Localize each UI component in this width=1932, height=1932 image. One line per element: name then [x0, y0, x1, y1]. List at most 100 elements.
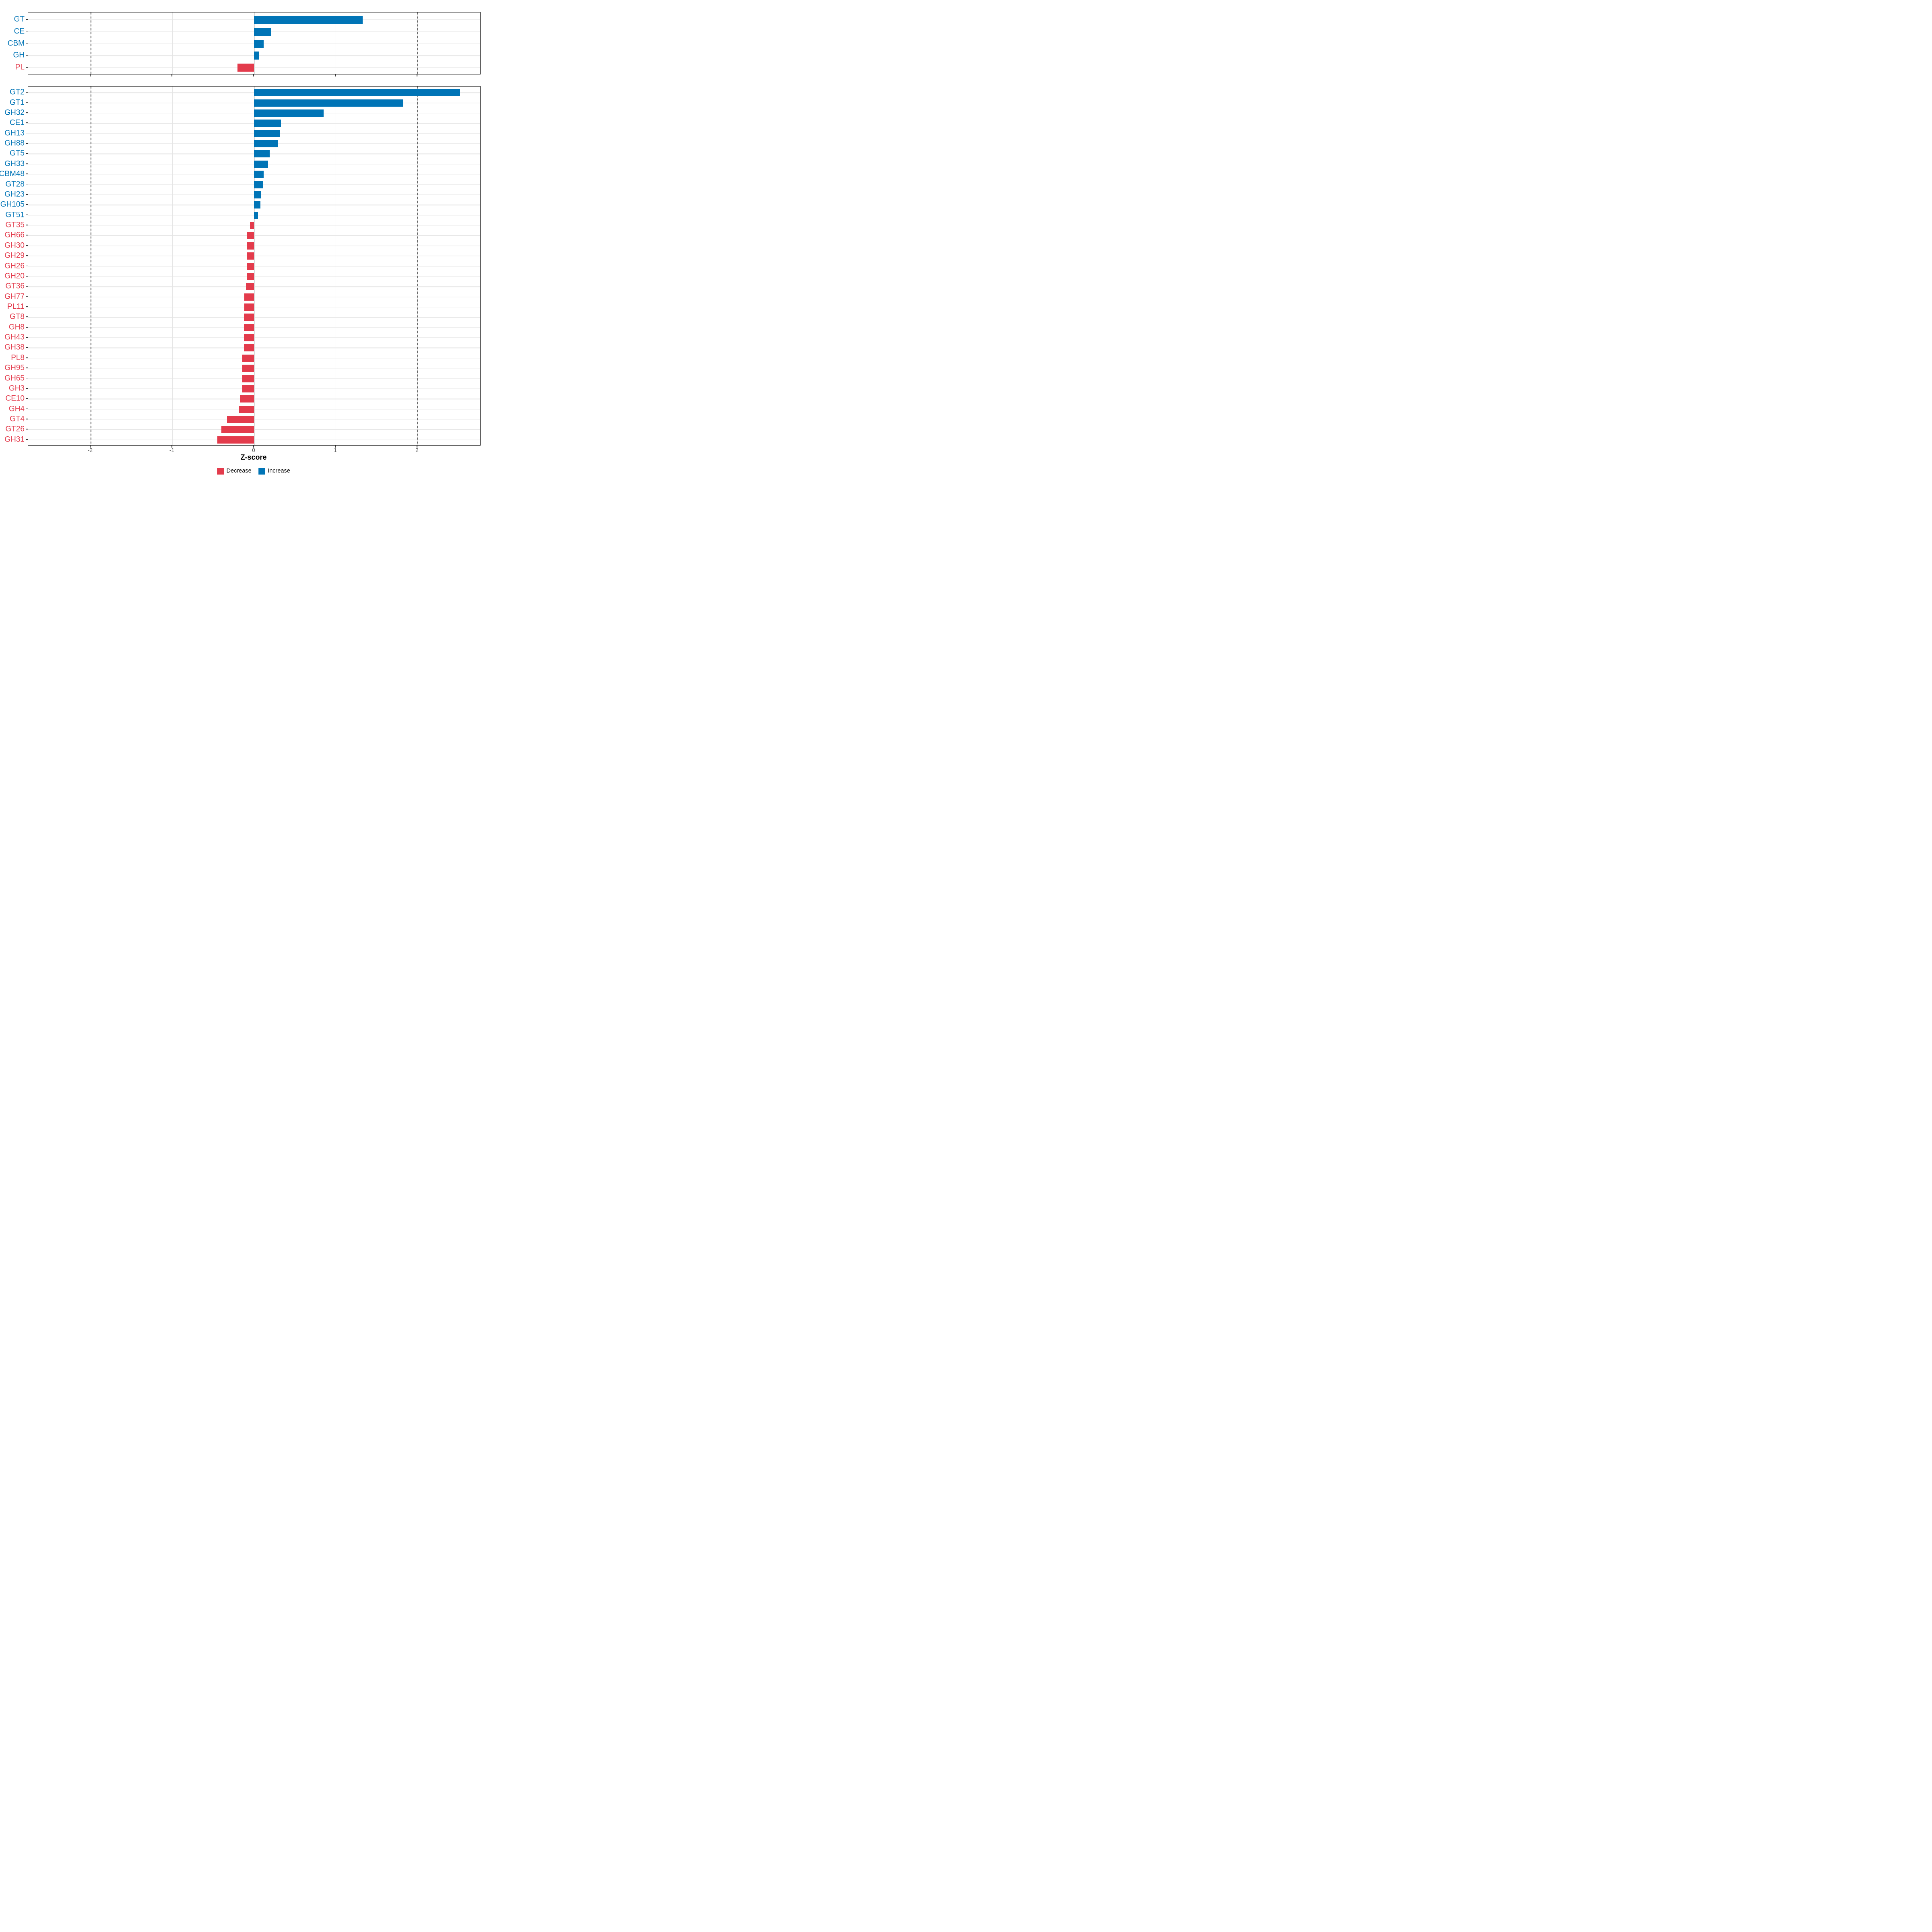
- category-label-gh43: GH43: [4, 333, 25, 342]
- y-tick: [26, 429, 28, 430]
- bar-gh38[interactable]: [244, 344, 254, 352]
- reference-line-dashed: [417, 87, 418, 445]
- bar-gt8[interactable]: [244, 314, 254, 321]
- bar-gh77[interactable]: [244, 293, 254, 301]
- category-label-gh13: GH13: [4, 129, 25, 138]
- y-tick: [26, 67, 28, 68]
- category-label-gt51: GT51: [5, 211, 25, 219]
- bar-gt36[interactable]: [246, 283, 254, 291]
- bar-gh26[interactable]: [247, 262, 254, 270]
- bar-gt4[interactable]: [227, 416, 254, 423]
- y-tick: [26, 367, 28, 369]
- bar-gh43[interactable]: [244, 334, 254, 342]
- bar-gh95[interactable]: [242, 365, 254, 372]
- y-tick: [26, 275, 28, 277]
- bar-gh30[interactable]: [247, 242, 254, 250]
- legend-label-decrease: Decrease: [226, 468, 252, 474]
- bar-ce1[interactable]: [254, 120, 281, 127]
- y-tick: [26, 357, 28, 358]
- bar-cbm48[interactable]: [254, 171, 264, 178]
- x-tick: [335, 74, 336, 76]
- decrease-swatch-icon: [217, 468, 224, 475]
- category-label-gh33: GH33: [4, 159, 25, 168]
- y-tick: [26, 112, 28, 113]
- bar-gh65[interactable]: [242, 375, 254, 382]
- x-tick: [171, 74, 172, 76]
- category-label-gh8: GH8: [8, 323, 25, 332]
- y-tick: [26, 31, 28, 32]
- bar-gh66[interactable]: [247, 232, 254, 239]
- bar-gt[interactable]: [254, 15, 363, 24]
- y-tick: [26, 102, 28, 103]
- zscore-bar-chart: GT CE CBM GH PL GT2 GT1 GH32 CE1 GH13 GH88 GT5 GH33 C…: [0, 0, 483, 483]
- bar-ce10[interactable]: [240, 395, 254, 403]
- category-label-gh32: GH32: [4, 108, 25, 117]
- y-tick: [26, 316, 28, 318]
- bar-gh31[interactable]: [217, 436, 254, 444]
- enzyme-class-panel: [28, 12, 481, 74]
- category-label-gt2: GT2: [10, 88, 25, 97]
- enzyme-family-panel: [28, 86, 481, 446]
- bar-gh3[interactable]: [242, 385, 254, 392]
- reference-line-dashed: [417, 12, 418, 74]
- category-label-cbm48: CBM48: [0, 169, 25, 178]
- y-tick: [26, 326, 28, 328]
- bar-gh29[interactable]: [247, 252, 254, 260]
- category-label-gt5: GT5: [10, 149, 25, 158]
- y-tick: [26, 153, 28, 154]
- bar-gh23[interactable]: [254, 191, 262, 198]
- bar-pl11[interactable]: [244, 303, 254, 311]
- bar-gh88[interactable]: [254, 140, 278, 148]
- bar-gt28[interactable]: [254, 181, 264, 188]
- bar-gh[interactable]: [254, 52, 259, 60]
- x-axis-title: Z-score: [240, 453, 267, 461]
- bar-gt26[interactable]: [221, 426, 254, 433]
- category-label-gh38: GH38: [4, 343, 25, 352]
- legend-item-increase[interactable]: Increase: [258, 468, 290, 475]
- bar-gt35[interactable]: [250, 222, 254, 229]
- category-label-gt35: GT35: [5, 221, 25, 229]
- category-label-gh3: GH3: [8, 384, 25, 393]
- bar-gt51[interactable]: [254, 211, 258, 219]
- category-label-pl8: PL8: [11, 353, 25, 362]
- category-label-gt28: GT28: [5, 180, 25, 189]
- category-label-gt8: GT8: [10, 312, 25, 321]
- y-tick: [26, 194, 28, 195]
- legend-label-increase: Increase: [268, 468, 290, 474]
- category-label-gh4: GH4: [8, 405, 25, 413]
- x-tick: [90, 446, 91, 448]
- bar-gt2[interactable]: [254, 89, 460, 97]
- bar-gh13[interactable]: [254, 130, 280, 137]
- bar-pl[interactable]: [237, 64, 254, 72]
- bar-gh4[interactable]: [239, 405, 254, 413]
- x-gridline: [254, 87, 255, 445]
- x-tick: [171, 446, 172, 448]
- legend-item-decrease[interactable]: Decrease: [217, 468, 252, 475]
- y-tick: [26, 184, 28, 185]
- category-label-ce10: CE10: [5, 394, 25, 403]
- category-label-gh88: GH88: [4, 139, 25, 148]
- x-tick-label: 1: [334, 447, 337, 453]
- bar-gt1[interactable]: [254, 99, 404, 107]
- bar-pl8[interactable]: [242, 354, 254, 362]
- bar-gh33[interactable]: [254, 160, 268, 168]
- category-label-gh95: GH95: [4, 363, 25, 372]
- bar-gh32[interactable]: [254, 109, 324, 117]
- x-tick-label: 0: [252, 447, 255, 453]
- y-tick: [26, 255, 28, 256]
- bar-cbm[interactable]: [254, 39, 264, 48]
- y-tick: [26, 19, 28, 20]
- bar-gt5[interactable]: [254, 150, 270, 158]
- category-label-pl: PL: [15, 63, 25, 72]
- bar-gh105[interactable]: [254, 201, 261, 209]
- bar-gh20[interactable]: [247, 272, 254, 280]
- bar-ce[interactable]: [254, 27, 271, 36]
- x-tick-label: -1: [169, 447, 175, 453]
- category-label-gh23: GH23: [4, 190, 25, 199]
- x-tick-label: -2: [87, 447, 93, 453]
- y-tick: [26, 55, 28, 56]
- category-label-gh30: GH30: [4, 241, 25, 250]
- y-tick: [26, 337, 28, 338]
- bar-gh8[interactable]: [244, 324, 254, 331]
- y-tick: [26, 132, 28, 134]
